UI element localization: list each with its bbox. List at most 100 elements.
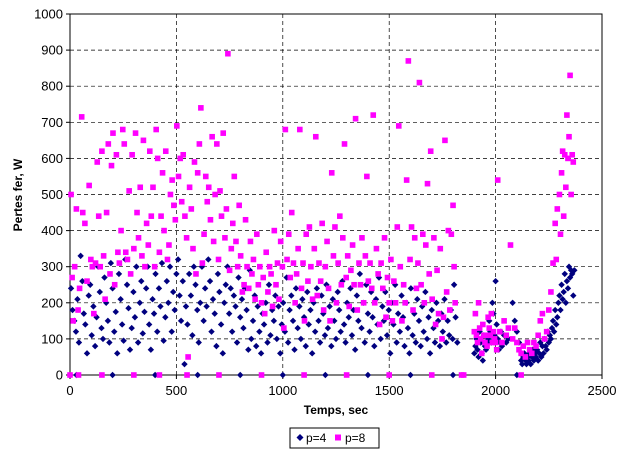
data-point-p4: [394, 310, 402, 317]
y-tick-label: 300: [41, 259, 63, 274]
data-point-p8: [424, 180, 431, 187]
data-point-p4: [450, 281, 458, 288]
data-point-p8: [337, 213, 343, 219]
data-point-p8: [215, 256, 222, 263]
data-point-p8: [263, 249, 270, 256]
data-point-p8: [68, 191, 74, 198]
data-point-p4: [130, 288, 137, 296]
data-point-p8: [319, 220, 325, 227]
data-point-p4: [107, 259, 115, 267]
x-tick-label: 0: [66, 383, 73, 398]
data-point-p4: [118, 321, 126, 328]
data-point-p8: [290, 260, 297, 266]
data-point-p8: [445, 227, 452, 234]
data-point-p8: [415, 260, 421, 266]
data-point-p8: [330, 253, 337, 259]
data-point-p4: [538, 353, 545, 361]
data-point-p4: [562, 299, 570, 306]
data-point-p8: [140, 137, 147, 144]
data-point-p8: [311, 245, 318, 252]
data-point-p4: [558, 281, 565, 288]
data-point-p4: [74, 295, 81, 303]
data-point-p8: [561, 151, 568, 158]
data-point-p8: [399, 318, 405, 324]
data-point-p8: [437, 245, 444, 252]
data-point-p8: [383, 314, 389, 321]
data-point-p4: [409, 332, 416, 339]
data-point-p4: [533, 346, 541, 353]
data-point-p4: [337, 328, 344, 335]
data-point-p8: [432, 321, 439, 328]
data-point-p4: [398, 292, 405, 299]
data-point-p4: [157, 303, 164, 310]
data-point-p8: [298, 285, 305, 292]
data-point-p8: [182, 213, 188, 219]
data-point-p8: [194, 170, 201, 176]
data-point-p4: [195, 339, 202, 346]
data-point-p4: [166, 263, 174, 270]
data-point-p4: [426, 350, 434, 357]
data-point-p4: [248, 335, 255, 343]
data-point-p4: [230, 292, 238, 299]
data-point-p8: [228, 245, 235, 252]
data-point-p8: [312, 133, 319, 140]
data-point-p8: [184, 372, 190, 378]
data-point-p8: [442, 137, 448, 144]
data-point-p8: [568, 191, 574, 198]
data-point-p4: [452, 314, 459, 321]
data-point-p4: [396, 328, 404, 335]
data-point-p8: [367, 260, 373, 266]
data-point-p4: [570, 292, 577, 299]
data-point-p4: [174, 256, 182, 263]
data-point-p4: [88, 332, 95, 339]
data-point-p8: [388, 256, 394, 263]
legend-box: [289, 427, 380, 449]
data-point-p8: [261, 310, 268, 317]
data-point-p8: [558, 170, 565, 176]
data-point-p4: [152, 270, 159, 278]
data-point-p8: [285, 231, 292, 238]
data-point-p8: [563, 184, 569, 191]
data-point-p8: [447, 307, 453, 313]
data-point-p8: [340, 235, 346, 241]
data-point-p8: [429, 296, 435, 302]
data-point-p8: [309, 296, 316, 302]
data-point-p4: [412, 339, 419, 346]
data-point-p4: [111, 328, 118, 335]
data-point-p8: [196, 141, 203, 147]
data-point-p4: [147, 346, 155, 353]
data-point-p4: [311, 328, 319, 335]
data-point-p4: [277, 350, 284, 357]
data-point-p8: [550, 260, 556, 266]
data-point-p4: [237, 371, 244, 379]
data-point-p8: [497, 328, 503, 335]
data-point-p4: [192, 281, 199, 288]
data-point-p4: [149, 295, 156, 303]
data-point-p4: [260, 321, 268, 328]
data-point-p4: [133, 263, 140, 270]
data-point-p4: [332, 335, 340, 343]
data-point-p4: [79, 277, 86, 285]
data-point-p8: [178, 198, 185, 205]
data-point-p8: [202, 173, 209, 180]
data-point-p4: [297, 335, 305, 343]
data-point-p8: [113, 151, 120, 158]
data-point-p8: [338, 281, 345, 288]
data-point-p8: [395, 123, 402, 129]
data-point-p4: [200, 317, 207, 325]
data-point-p4: [96, 288, 103, 296]
x-tick-label: 1500: [375, 383, 404, 398]
data-point-p8: [349, 242, 356, 248]
data-point-p8: [556, 191, 563, 198]
data-point-p4: [554, 314, 561, 321]
data-point-p4: [449, 335, 456, 343]
data-point-p4: [431, 339, 439, 346]
data-point-p4: [243, 306, 250, 314]
data-point-p8: [131, 372, 137, 378]
data-point-p4: [385, 306, 392, 314]
data-point-p8: [247, 238, 254, 245]
data-point-p8: [420, 231, 426, 238]
data-point-p4: [449, 371, 457, 379]
data-point-p8: [567, 72, 573, 79]
data-point-p4: [221, 299, 228, 306]
